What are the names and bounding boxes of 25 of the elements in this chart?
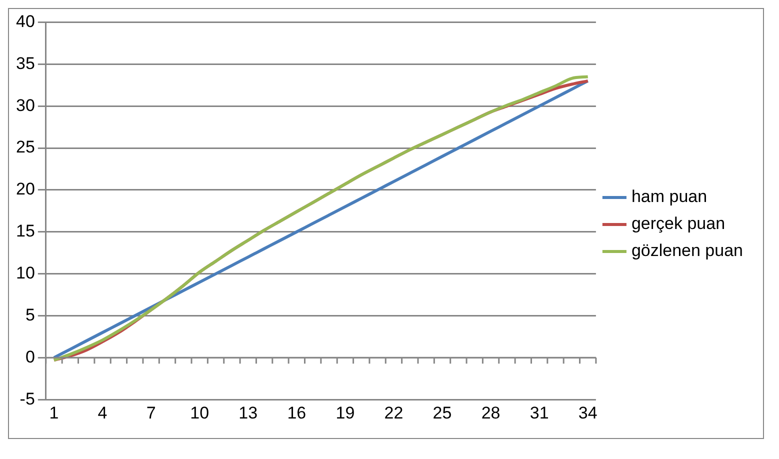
y-tick-label: 10 [16,263,35,282]
legend-label: gerçek puan [631,214,726,234]
y-tick-label: 35 [16,54,35,73]
legend-label: ham puan [631,187,708,206]
y-tick-label: 0 [25,347,35,366]
x-tick-label: 19 [336,403,355,422]
y-tick-label: 40 [16,12,35,31]
y-tick-label: 15 [16,222,35,241]
x-tick-label: 16 [287,403,306,422]
x-tick-label: 25 [432,403,452,422]
y-tick-label: 5 [25,305,35,324]
y-tick-label: -5 [20,389,35,408]
x-tick-label: 4 [98,403,108,422]
x-tick-label: 34 [578,403,598,422]
x-tick-label: 28 [481,403,500,422]
x-tick-label: 1 [49,403,59,422]
legend-label: gözlenen puan [631,241,743,260]
x-tick-label: 13 [238,403,258,422]
y-tick-label: 25 [16,138,35,157]
y-tick-label: 20 [16,180,35,199]
y-tick-label: 30 [16,96,35,115]
x-tick-label: 22 [384,403,404,422]
x-tick-label: 7 [146,403,156,422]
x-tick-label: 10 [190,403,210,422]
x-tick-label: 31 [530,403,549,422]
